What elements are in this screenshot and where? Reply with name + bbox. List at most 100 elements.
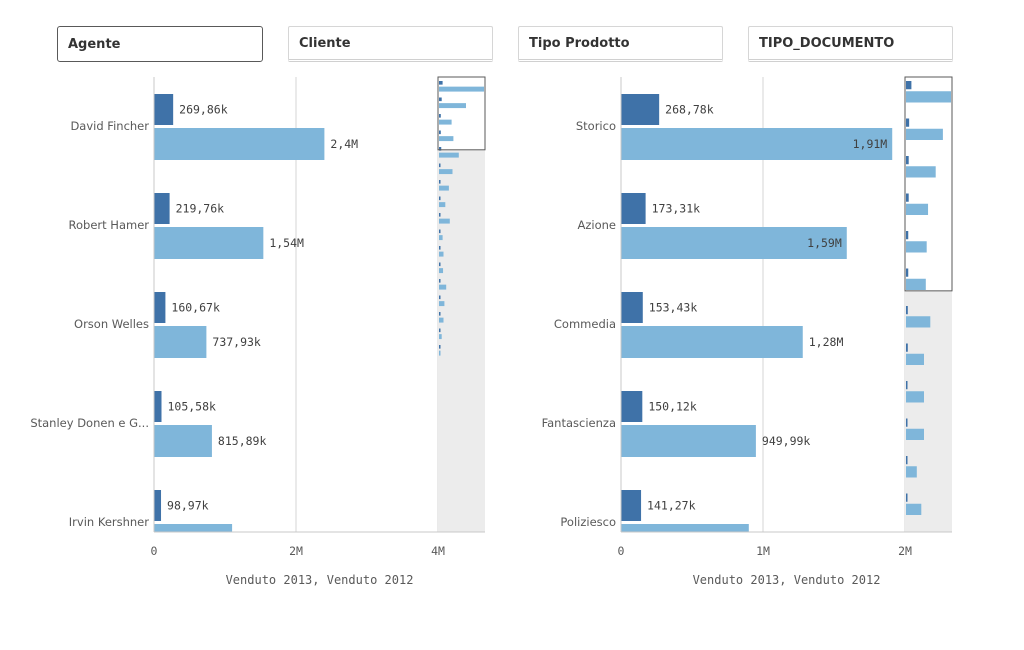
x-axis-title: Venduto 2013, Venduto 2012 — [693, 573, 881, 587]
scrollbar-thumb[interactable] — [437, 76, 486, 151]
minimap-bar-2012 — [906, 428, 924, 440]
scrollbar-thumb[interactable] — [904, 76, 953, 292]
bar-venduto-2012[interactable] — [621, 326, 803, 358]
minimap-bar-2012 — [439, 268, 444, 274]
data-label-2013: 98,97k — [167, 499, 209, 513]
filter-tipo-documento[interactable]: TIPO_DOCUMENTO — [748, 26, 953, 62]
data-label-2013: 173,31k — [652, 202, 701, 216]
category-label: Poliziesco — [560, 515, 616, 529]
data-label-2012: 1,54M — [269, 236, 304, 250]
minimap-bar-2012 — [439, 218, 450, 224]
minimap-bar-2013 — [906, 118, 910, 127]
x-tick-label: 2M — [289, 544, 303, 558]
minimap-bar-2012 — [439, 119, 452, 125]
minimap-bar-2013 — [906, 81, 912, 90]
minimap-bar-2012 — [906, 466, 917, 478]
data-label-2012: 737,93k — [212, 335, 261, 349]
minimap-bar-2013 — [439, 114, 441, 118]
minimap-bar-2012 — [439, 334, 442, 340]
minimap-bar-2012 — [439, 86, 484, 92]
bar-venduto-2013[interactable] — [154, 292, 166, 323]
minimap-bar-2013 — [439, 262, 441, 267]
data-label-2013: 141,27k — [647, 499, 696, 513]
minimap-bar-2012 — [439, 202, 446, 208]
category-label: Orson Welles — [74, 317, 149, 331]
bar-venduto-2012[interactable] — [621, 227, 847, 259]
bar-venduto-2013[interactable] — [621, 391, 643, 422]
minimap-bar-2012 — [439, 169, 453, 175]
data-label-2012: 1,59M — [807, 236, 842, 250]
bar-venduto-2012[interactable] — [154, 524, 233, 532]
data-label-2012: 1,91M — [853, 137, 888, 151]
data-label-2012: 2,4M — [330, 137, 358, 151]
bar-venduto-2013[interactable] — [154, 391, 162, 422]
filter-tipo-prodotto[interactable]: Tipo Prodotto — [518, 26, 723, 62]
filter-cliente[interactable]: Cliente — [288, 26, 493, 62]
filter-agente[interactable]: Agente — [57, 26, 263, 62]
data-label-2013: 269,86k — [179, 103, 228, 117]
bar-venduto-2013[interactable] — [154, 193, 170, 224]
minimap-bar-2012 — [439, 136, 454, 142]
minimap-bar-2012 — [439, 317, 444, 323]
minimap-bar-2013 — [439, 213, 441, 217]
bar-venduto-2012[interactable] — [621, 128, 893, 160]
minimap-bar-2013 — [906, 268, 909, 277]
bar-venduto-2012[interactable] — [154, 227, 264, 259]
minimap-bar-2012 — [906, 503, 922, 515]
bar-venduto-2013[interactable] — [621, 490, 642, 521]
bar-venduto-2012[interactable] — [154, 425, 212, 457]
minimap-bar-2012 — [906, 241, 927, 253]
bar-venduto-2012[interactable] — [621, 425, 756, 457]
minimap-bar-2012 — [906, 203, 929, 215]
chart-1: David Fincher 269,86k 2,4M Robert Hamer 219,… — [30, 76, 486, 587]
scrollbar-thumb-bg[interactable] — [905, 77, 952, 291]
minimap-bar-2012 — [439, 103, 466, 109]
bar-venduto-2013[interactable] — [621, 292, 643, 323]
minimap-bar-2012 — [439, 284, 447, 290]
chart-2: Storico 268,78k 1,91M Azione 173,31k 1,59M Com… — [542, 76, 953, 587]
data-label-2012: 1,28M — [809, 335, 844, 349]
x-tick-label: 0 — [618, 544, 625, 558]
minimap-bar-2012 — [439, 251, 444, 257]
minimap-bar-2013 — [439, 81, 443, 85]
category-label: Stanley Donen e G... — [30, 416, 149, 430]
bar-venduto-2013[interactable] — [621, 94, 660, 125]
minimap-bar-2013 — [439, 147, 442, 151]
minimap-bar-2012 — [906, 353, 924, 365]
bar-venduto-2012[interactable] — [154, 128, 325, 160]
category-label: Commedia — [554, 317, 616, 331]
category-label: Storico — [576, 119, 616, 133]
minimap-bar-2013 — [906, 156, 909, 165]
data-label-2013: 153,43k — [649, 301, 698, 315]
data-label-2013: 160,67k — [171, 301, 220, 315]
x-tick-label: 1M — [756, 544, 770, 558]
x-tick-label: 2M — [898, 544, 912, 558]
bar-venduto-2012[interactable] — [621, 524, 749, 532]
data-label-2013: 268,78k — [665, 103, 714, 117]
minimap-bar-2013 — [439, 312, 441, 316]
minimap-bar-2013 — [439, 295, 441, 300]
data-label-2013: 150,12k — [648, 400, 697, 414]
minimap-bar-2013 — [439, 130, 441, 135]
minimap-bar-2012 — [439, 152, 459, 158]
minimap-bar-2012 — [906, 278, 926, 290]
minimap-bar-2013 — [439, 279, 441, 283]
data-label-2012: 815,89k — [218, 434, 267, 448]
minimap-bar-2013 — [439, 97, 442, 102]
minimap-bar-2012 — [906, 128, 943, 140]
bar-venduto-2012[interactable] — [154, 326, 207, 358]
minimap-bar-2012 — [906, 91, 951, 103]
x-tick-label: 4M — [431, 544, 445, 558]
minimap-bar-2013 — [906, 306, 908, 315]
bar-venduto-2013[interactable] — [154, 94, 174, 125]
bar-venduto-2013[interactable] — [154, 490, 162, 521]
minimap-bar-2013 — [439, 246, 441, 250]
minimap-bar-2013 — [439, 328, 441, 333]
data-label-2013: 219,76k — [176, 202, 225, 216]
bar-venduto-2013[interactable] — [621, 193, 646, 224]
minimap-bar-2013 — [906, 456, 908, 465]
category-label: Fantascienza — [542, 416, 616, 430]
minimap-bar-2013 — [439, 163, 441, 168]
category-label: David Fincher — [70, 119, 149, 133]
